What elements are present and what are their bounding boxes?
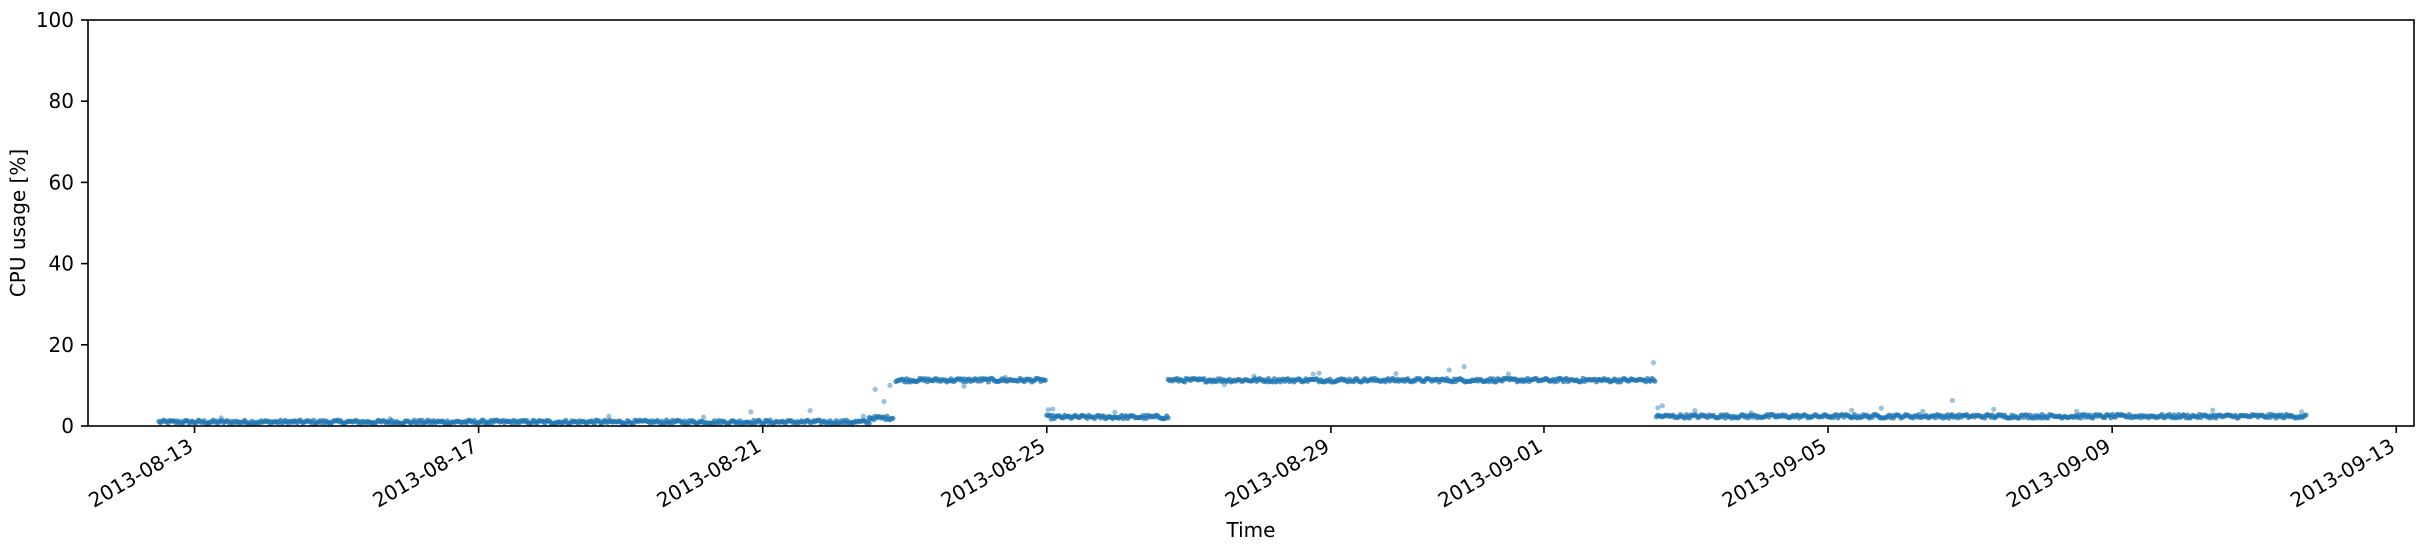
x-axis-label: Time (1226, 518, 1276, 542)
outlier-point (1221, 381, 1227, 388)
outlier-point (1316, 370, 1322, 376)
outlier-point (1692, 407, 1698, 414)
x-tick-label: 2013-08-17 (368, 434, 481, 513)
x-tick-label: 2013-09-01 (1434, 434, 1547, 513)
outlier-point (1655, 405, 1661, 411)
outlier-point (2298, 409, 2305, 415)
outlier-point (860, 413, 866, 419)
outlier-point (1748, 410, 1754, 416)
outlier-point (1920, 408, 1926, 414)
outlier-point (1112, 409, 1118, 415)
y-axis-label: CPU usage [%] (6, 149, 30, 297)
outlier-point (1461, 364, 1467, 370)
outlier-point (606, 413, 612, 419)
x-tick-label: 2013-09-05 (1718, 434, 1831, 513)
series-segment-1 (156, 417, 872, 427)
outlier-point (218, 415, 224, 421)
data-point (1042, 377, 1048, 383)
x-tick-label: 2013-09-13 (2286, 434, 2399, 513)
outlier-point (1650, 360, 1657, 366)
y-tick-label: 40 (49, 252, 74, 276)
outlier-point (1991, 406, 1997, 412)
series-segment-4 (1044, 412, 1171, 422)
outlier-point (1045, 407, 1051, 413)
outlier-point (1002, 374, 1008, 380)
outlier-point (1446, 367, 1452, 373)
outlier-point (1310, 371, 1316, 377)
outlier-point (872, 386, 878, 393)
outlier-point (1659, 403, 1665, 409)
x-tick-label: 2013-08-29 (1221, 434, 1334, 513)
x-tick-label: 2013-09-09 (2002, 434, 2115, 513)
y-tick-label: 0 (61, 414, 74, 438)
series-segment-5 (1165, 375, 1658, 385)
x-tick-label: 2013-08-13 (84, 434, 197, 513)
outlier-point (1878, 405, 1884, 411)
data-point (1652, 378, 1658, 384)
plot-frame (87, 19, 2415, 427)
y-tick-label: 80 (49, 89, 74, 113)
x-tick-label: 2013-08-21 (653, 434, 766, 513)
outlier-point (807, 407, 813, 414)
outlier-point (1393, 371, 1399, 377)
outlier-point (1050, 406, 1056, 412)
outlier-point (961, 383, 967, 389)
outlier-point (2074, 408, 2080, 414)
series-segment-3 (893, 375, 1048, 385)
outlier-point (1251, 373, 1257, 379)
outlier-point (748, 409, 754, 415)
outlier-point (887, 382, 893, 388)
x-tick-label: 2013-08-25 (937, 434, 1050, 513)
data-point (866, 420, 872, 426)
data-point (1165, 415, 1171, 421)
outlier-point (1949, 397, 1955, 404)
y-tick-label: 20 (49, 333, 74, 357)
series-segment-2 (866, 413, 896, 423)
data-point (2303, 412, 2309, 418)
data-point (890, 415, 896, 421)
outlier-point (1849, 407, 1855, 413)
outlier-point (700, 414, 707, 420)
data-layer (156, 360, 2309, 427)
outlier-point (881, 399, 887, 405)
axes-layer: 0 20 40 60 80 100 2013-08-13 2013-08-17 2013-08-… (36, 8, 2399, 512)
y-tick-label: 60 (49, 170, 74, 194)
series-segment-6 (1653, 411, 2309, 421)
y-tick-label: 100 (36, 8, 74, 32)
outlier-point (387, 416, 393, 422)
outlier-point (1505, 371, 1512, 377)
outlier-point (2210, 407, 2216, 413)
outlier-points (218, 360, 2305, 422)
